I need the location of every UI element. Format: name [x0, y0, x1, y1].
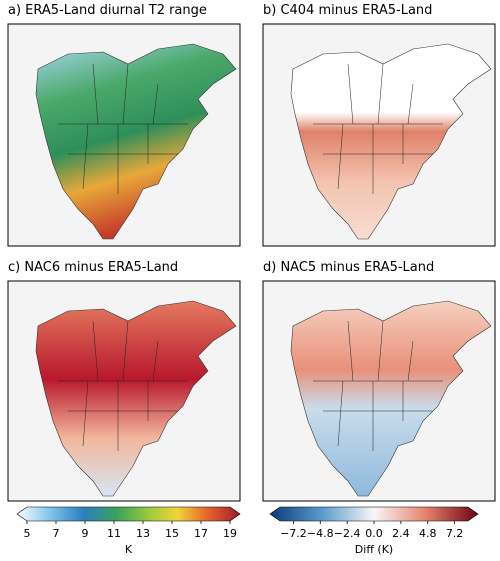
colorbar: 5 7 9 11 13 15 17 19 K [16, 506, 241, 556]
tick-label: 7.2 [446, 527, 464, 540]
tick-label: 0.0 [365, 527, 383, 540]
tick-label: 9 [82, 527, 89, 540]
tick-label: 17 [194, 527, 208, 540]
colorbar-label: K [125, 543, 133, 556]
tick-label: 7 [53, 527, 60, 540]
panel-title: d) NAC5 minus ERA5-Land [263, 260, 434, 275]
tick-label: 19 [223, 527, 237, 540]
tick-label: 5 [24, 527, 31, 540]
panel-c: c) NAC6 minus ERA5-Land [7, 260, 241, 502]
tick-label: −4.8 [307, 527, 334, 540]
panel-title: c) NAC6 minus ERA5-Land [8, 260, 178, 275]
tick-label: 2.4 [392, 527, 410, 540]
panel-b: b) C404 minus ERA5-Land [262, 3, 496, 247]
tick-label: −2.4 [334, 527, 361, 540]
tick-label: −7.2 [280, 527, 307, 540]
tick-label: 11 [107, 527, 121, 540]
tick-label: 4.8 [419, 527, 437, 540]
panel-title: a) ERA5-Land diurnal T2 range [8, 3, 207, 18]
panel-d: d) NAC5 minus ERA5-Land [262, 260, 496, 502]
panel-title: b) C404 minus ERA5-Land [263, 3, 432, 18]
colorbar-label: Diff (K) [355, 543, 393, 556]
colorbar: −7.2 −4.8 −2.4 0.0 2.4 4.8 7.2 Diff (K) [269, 506, 479, 556]
tick-label: 13 [136, 527, 150, 540]
panel-a: a) ERA5-Land diurnal T2 range [7, 3, 241, 247]
tick-label: 15 [165, 527, 179, 540]
